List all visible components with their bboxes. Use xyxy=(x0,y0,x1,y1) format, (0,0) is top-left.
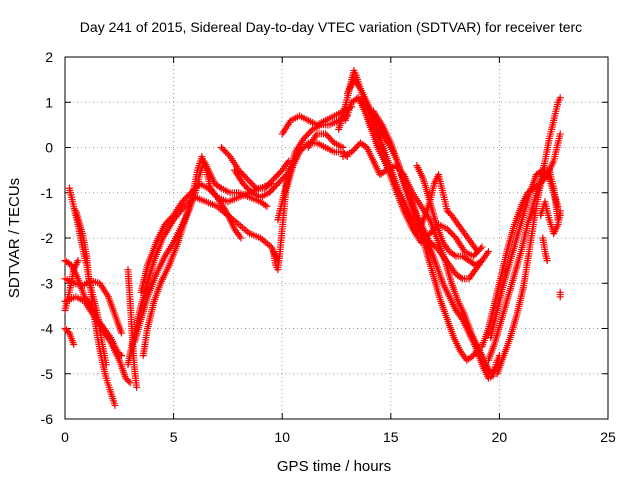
data-point xyxy=(474,248,482,256)
series-track xyxy=(478,130,564,351)
series-track xyxy=(217,144,293,192)
data-point xyxy=(457,274,465,282)
data-point xyxy=(450,251,458,259)
data-point xyxy=(216,183,224,191)
data-point xyxy=(556,94,564,102)
data-point xyxy=(285,157,293,165)
chart-title: Day 241 of 2015, Sidereal Day-to-day VTE… xyxy=(80,19,582,35)
data-point xyxy=(556,207,564,215)
data-point xyxy=(117,329,125,337)
data-point xyxy=(111,401,119,409)
data-point xyxy=(237,234,245,242)
data-point xyxy=(381,167,389,175)
data-point xyxy=(478,257,486,265)
data-point xyxy=(556,130,564,138)
data-point xyxy=(478,243,486,251)
data-point xyxy=(70,340,78,348)
y-tick-label: -5 xyxy=(41,366,54,382)
data-point xyxy=(485,248,493,256)
data-point xyxy=(329,137,337,145)
data-point xyxy=(251,183,259,191)
data-point xyxy=(263,202,271,210)
y-axis-label: SDTVAR / TECUs xyxy=(6,178,23,298)
series-track xyxy=(398,171,484,364)
data-point xyxy=(246,187,254,195)
series-track xyxy=(72,207,110,369)
series-track xyxy=(230,166,291,201)
y-tick-label: 0 xyxy=(45,140,53,156)
data-point xyxy=(476,258,484,266)
series-track xyxy=(556,288,564,301)
series-track xyxy=(369,107,501,382)
y-tick-label: -3 xyxy=(41,275,54,291)
data-point xyxy=(125,377,133,385)
y-tick-label: -6 xyxy=(41,411,54,427)
data-point xyxy=(556,293,564,301)
series-track xyxy=(61,257,82,314)
x-tick-label: 20 xyxy=(492,429,508,445)
data-point xyxy=(102,361,110,369)
data-point xyxy=(261,201,269,209)
x-axis-label: GPS time / hours xyxy=(277,458,391,475)
x-tick-label: 0 xyxy=(61,429,69,445)
data-point xyxy=(74,257,82,265)
y-tick-label: 1 xyxy=(45,94,53,110)
data-point xyxy=(543,257,551,265)
x-tick-label: 5 xyxy=(170,429,178,445)
series-track xyxy=(278,103,356,138)
y-tick-label: -2 xyxy=(41,230,54,246)
x-tick-label: 15 xyxy=(383,429,399,445)
y-tick-label: 2 xyxy=(45,49,53,65)
series-track xyxy=(283,139,351,192)
data-point xyxy=(133,383,141,391)
y-tick-label: -4 xyxy=(41,321,54,337)
data-points xyxy=(61,67,564,409)
series-track xyxy=(493,166,564,378)
data-point xyxy=(307,127,315,135)
series-track xyxy=(413,162,486,269)
series-track xyxy=(61,325,78,348)
y-tick-label: -1 xyxy=(41,185,54,201)
series-track xyxy=(137,180,245,296)
data-point xyxy=(339,144,347,151)
series-track xyxy=(539,234,551,265)
data-point xyxy=(126,379,134,387)
series-track xyxy=(537,198,564,237)
x-tick-label: 10 xyxy=(274,429,290,445)
series-track xyxy=(343,76,482,256)
series-track xyxy=(304,130,347,151)
x-tick-label: 25 xyxy=(600,429,616,445)
